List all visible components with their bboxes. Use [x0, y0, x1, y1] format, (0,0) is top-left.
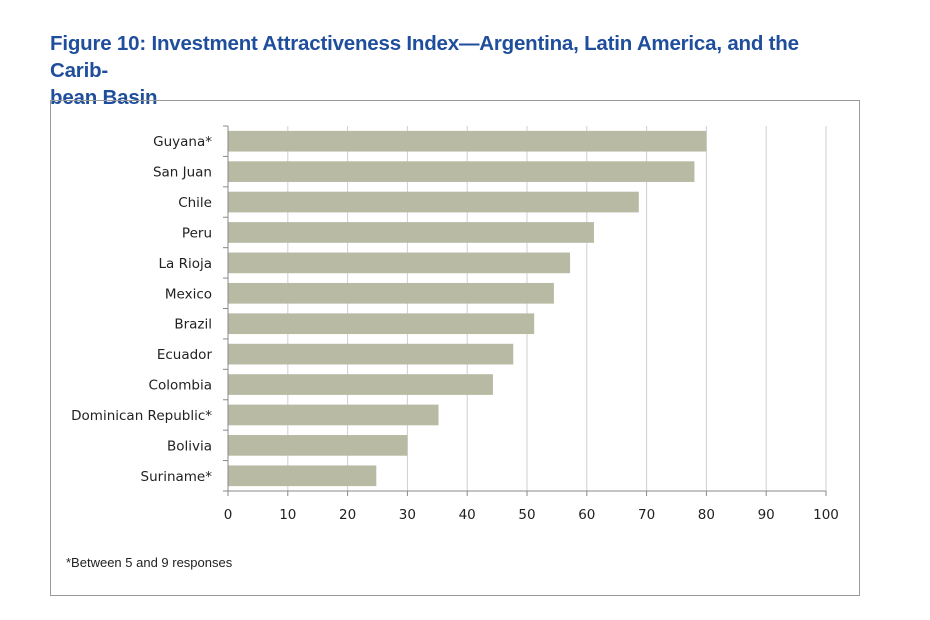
category-label: Suriname*	[141, 469, 213, 485]
x-tick-label: 40	[459, 507, 476, 523]
category-label: Bolivia	[167, 438, 212, 454]
bar-mexico	[228, 282, 554, 304]
x-tick-label: 100	[813, 507, 839, 523]
bar-chile	[228, 191, 639, 213]
x-tick-label: 90	[758, 507, 775, 523]
bar-suriname	[228, 465, 377, 487]
category-label: Brazil	[174, 317, 212, 333]
x-tick-label: 80	[698, 507, 715, 523]
bar-brazil	[228, 313, 535, 335]
category-label: Mexico	[165, 286, 212, 302]
bar-colombia	[228, 374, 493, 395]
category-label: Peru	[182, 225, 212, 241]
x-tick-label: 20	[339, 507, 356, 523]
bar-ecuador	[228, 343, 514, 365]
category-label: Ecuador	[157, 347, 213, 363]
x-tick-label: 30	[399, 507, 416, 523]
category-label: Chile	[178, 195, 212, 211]
x-tick-label: 50	[518, 507, 535, 523]
bar-bolivia	[228, 435, 408, 456]
figure-title-line-1: Figure 10: Investment Attractiveness Ind…	[50, 32, 799, 82]
category-label: Guyana*	[153, 134, 212, 150]
bar-dominican-republic	[228, 404, 439, 426]
x-tick-label: 10	[279, 507, 296, 523]
category-label: Colombia	[149, 378, 212, 394]
category-label: Dominican Republic*	[71, 408, 212, 424]
bar-peru	[228, 222, 594, 243]
bar-san-juan	[228, 161, 695, 182]
figure-title: Figure 10: Investment Attractiveness Ind…	[50, 30, 840, 111]
x-tick-label: 0	[224, 507, 233, 523]
chart-frame	[50, 100, 860, 596]
x-tick-label: 70	[638, 507, 655, 523]
figure-title-line-2: bean Basin	[50, 86, 158, 109]
bar-guyana	[228, 130, 707, 152]
x-tick-label: 60	[578, 507, 595, 523]
category-label: La Rioja	[159, 256, 213, 272]
footnote: *Between 5 and 9 responses	[66, 555, 233, 570]
category-label: San Juan	[153, 165, 212, 181]
bar-la-rioja	[228, 252, 571, 274]
